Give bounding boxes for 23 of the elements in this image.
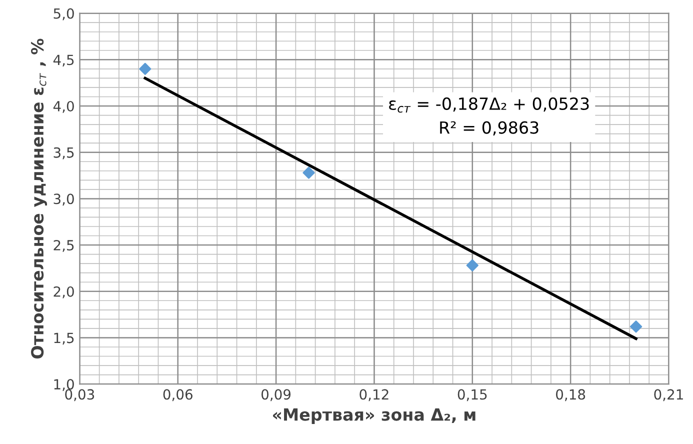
x-tick-label: 0,15 [458, 389, 487, 402]
y-tick-label: 4,0 [53, 100, 74, 113]
x-tick-label: 0,12 [360, 389, 388, 402]
y-tick-label: 3,0 [54, 194, 74, 206]
annotation: ε$_{ст}$ = -0,187Δ₂ + 0,0523 R² = 0,9863 [389, 97, 589, 136]
point [139, 62, 152, 76]
y-tick-label: 1,5 [54, 332, 74, 345]
x-tick-label: 0,21 [654, 389, 683, 402]
y-tick-label: 4,5 [53, 54, 74, 67]
y-tick-label: 2,5 [54, 240, 74, 252]
y-tick-label: 2,0 [54, 286, 74, 298]
x-tick-label: 0,18 [556, 389, 586, 402]
y-tick-label: 5,0 [54, 8, 74, 20]
point [630, 320, 642, 333]
y-tick-label: 3,5 [54, 147, 74, 160]
x-tick-label: 0,09 [262, 389, 291, 402]
point [466, 259, 478, 272]
x-tick-label: 0,03 [65, 389, 94, 402]
x-axis-title: «Мертвая» зона Δ₂, м [273, 408, 476, 424]
y-tick-label: 1,0 [54, 379, 74, 391]
y-axis-title: Относительное удлинение ε$_{ст}$ , % [31, 38, 47, 359]
x-tick-label: 0,06 [163, 389, 192, 402]
point [302, 166, 315, 179]
